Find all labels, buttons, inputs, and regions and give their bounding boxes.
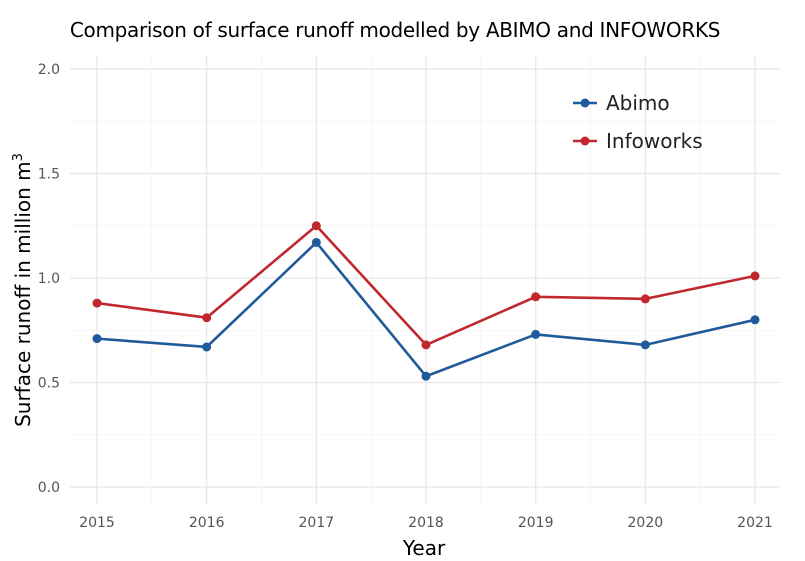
- y-axis-label: Surface runoff in million m3: [11, 153, 35, 427]
- data-point-abimo: [92, 334, 102, 344]
- x-tick-label: 2020: [628, 515, 664, 531]
- data-point-infoworks: [750, 271, 760, 281]
- legend-label-abimo: Abimo: [606, 91, 670, 115]
- data-point-infoworks: [421, 340, 431, 350]
- y-tick-label: 1.5: [38, 167, 60, 183]
- chart-title: Comparison of surface runoff modelled by…: [69, 18, 721, 42]
- x-tick-label: 2021: [737, 515, 773, 531]
- data-point-abimo: [421, 371, 431, 381]
- data-point-abimo: [311, 237, 321, 247]
- data-point-abimo: [531, 329, 541, 339]
- x-tick-label: 2018: [408, 515, 444, 531]
- x-tick-label: 2019: [518, 515, 554, 531]
- y-tick-label: 0.0: [38, 480, 60, 496]
- data-point-infoworks: [640, 294, 650, 304]
- x-tick-label: 2016: [189, 515, 225, 531]
- x-tick-label: 2017: [299, 515, 335, 531]
- y-axis-label-superscript: 3: [11, 153, 26, 161]
- data-point-infoworks: [531, 292, 541, 302]
- data-point-abimo: [640, 340, 650, 350]
- x-tick-label: 2015: [79, 515, 115, 531]
- legend-marker-abimo: [580, 98, 590, 108]
- data-point-infoworks: [311, 221, 321, 231]
- y-tick-label: 0.5: [38, 376, 60, 392]
- data-point-abimo: [750, 315, 760, 325]
- legend-marker-infoworks: [580, 136, 590, 146]
- data-point-abimo: [202, 342, 212, 352]
- legend-label-infoworks: Infoworks: [606, 129, 703, 153]
- x-axis-label: Year: [402, 536, 446, 560]
- data-point-infoworks: [202, 313, 212, 323]
- y-tick-label: 2.0: [38, 62, 60, 78]
- data-point-infoworks: [92, 298, 102, 308]
- y-tick-label: 1.0: [38, 271, 60, 287]
